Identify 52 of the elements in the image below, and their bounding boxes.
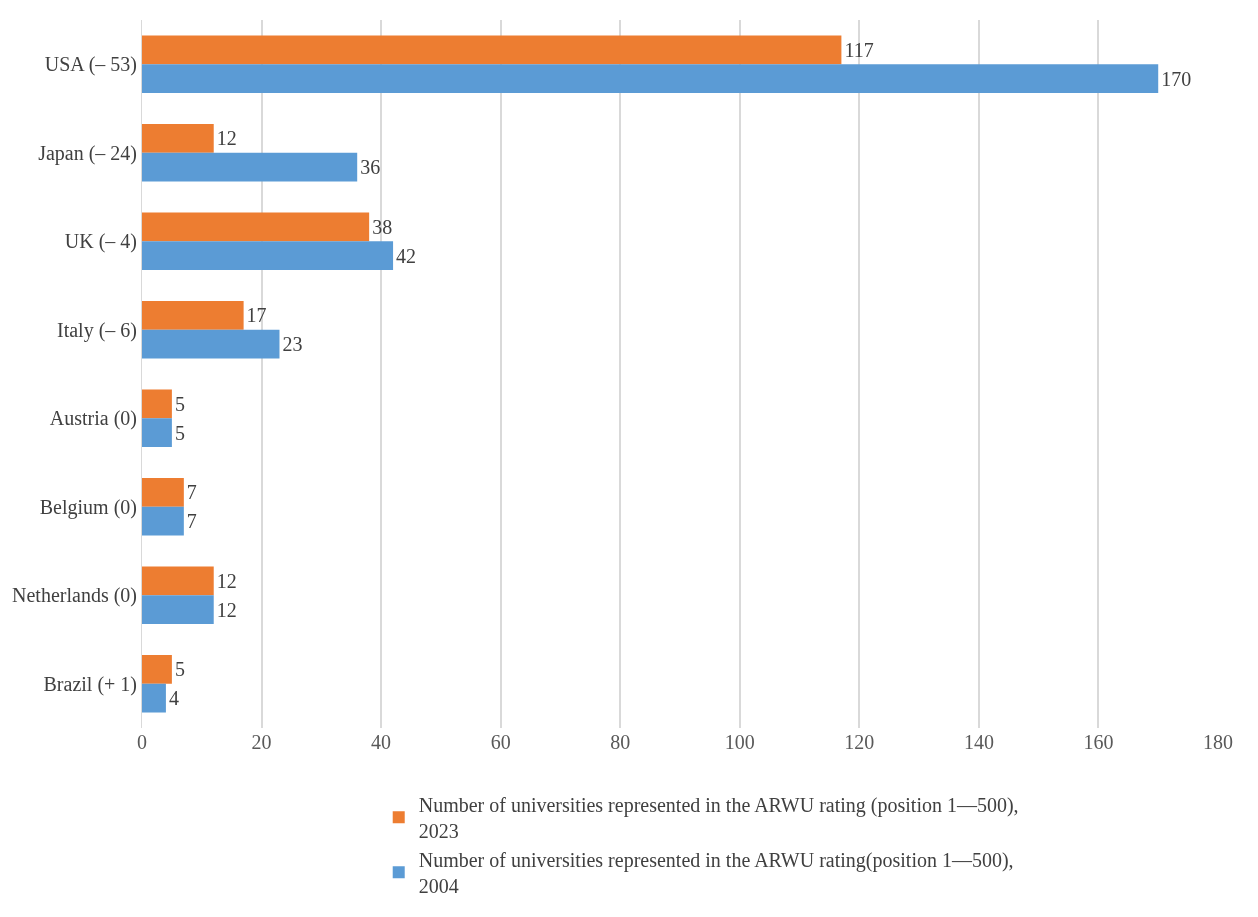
bar [142,654,172,684]
x-tick-label: 60 [490,731,511,753]
data-label: 42 [396,244,417,267]
bar [142,64,1159,94]
x-tick-label: 120 [844,731,875,753]
bar [142,152,358,182]
x-tick-label: 140 [963,731,994,753]
data-label: 12 [216,127,237,150]
data-label: 5 [174,392,185,415]
x-tick-label: 0 [137,731,147,753]
y-tick-label: Belgium (0) [39,495,137,519]
y-tick-label: UK (– 4) [64,230,137,254]
y-tick-label: Austria (0) [49,407,137,431]
y-tick-label: USA (– 53) [44,53,137,77]
y-tick-label: Netherlands (0) [12,584,137,608]
bar [142,212,370,242]
bar [142,241,394,271]
data-label: 7 [186,510,197,533]
data-label: 170 [1161,67,1192,90]
bar [142,389,172,419]
x-tick-label: 100 [724,731,755,753]
x-tick-label: 20 [251,731,272,753]
bar [142,300,244,330]
data-label: 12 [216,569,237,592]
x-tick-label: 160 [1083,731,1114,753]
data-label: 4 [168,687,179,710]
x-tick-label: 80 [610,731,631,753]
data-label: 12 [216,598,237,621]
bar [142,123,214,153]
data-label: 7 [186,481,197,504]
x-tick-label: 180 [1203,731,1233,753]
y-tick-label: Italy (– 6) [57,318,137,342]
data-label: 38 [372,215,393,238]
bar [142,566,214,596]
data-label: 5 [174,421,185,444]
bar [142,418,172,448]
bar [142,35,842,65]
data-label: 5 [174,658,185,681]
bar [142,329,280,359]
bar [142,683,166,713]
data-label: 117 [844,38,874,61]
data-label: 17 [246,304,267,327]
data-label: 23 [282,333,303,356]
legend-label: Number of universities represented in the ARWU rating (position 1—500), 2023 [418,793,1019,842]
y-tick-label: Brazil (+ 1) [43,672,137,696]
bar [142,506,184,536]
y-tick-label: Japan (– 24) [38,141,137,165]
bar [142,477,184,507]
x-tick-label: 40 [371,731,392,753]
bar [142,595,214,625]
data-label: 36 [360,156,381,179]
legend-label: Number of universities represented in the ARWU rating(position 1—500), 2004 [418,848,1014,897]
